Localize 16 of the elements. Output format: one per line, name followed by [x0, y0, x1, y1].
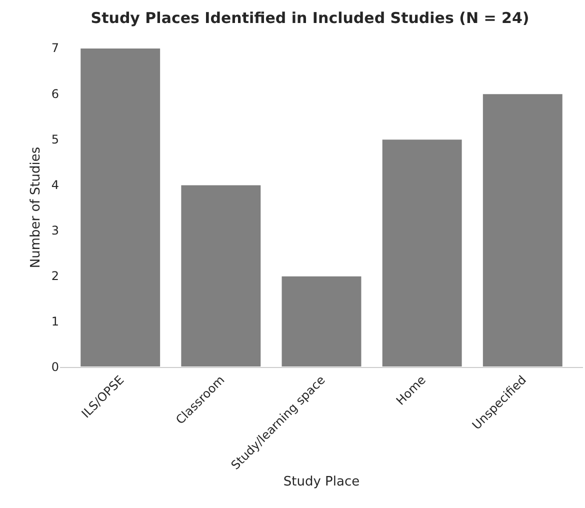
y-tick-label: 3	[51, 223, 59, 238]
bar	[381, 138, 463, 367]
y-tick-label: 1	[51, 314, 59, 329]
bar	[482, 93, 564, 367]
y-tick-label: 5	[51, 132, 59, 146]
bar	[280, 275, 362, 367]
y-tick-label: 7	[51, 41, 59, 56]
y-tick-label: 6	[51, 86, 59, 101]
y-tick-label: 2	[51, 269, 59, 284]
chart-title: Study Places Identified in Included Studies (N = 24)	[90, 9, 530, 28]
bar	[180, 184, 262, 367]
bar	[80, 48, 162, 367]
y-tick-label: 4	[51, 178, 59, 192]
y-axis-title: Number of Studies	[28, 146, 44, 268]
x-axis-title: Study Place	[283, 474, 360, 490]
y-tick-label: 0	[51, 360, 59, 374]
